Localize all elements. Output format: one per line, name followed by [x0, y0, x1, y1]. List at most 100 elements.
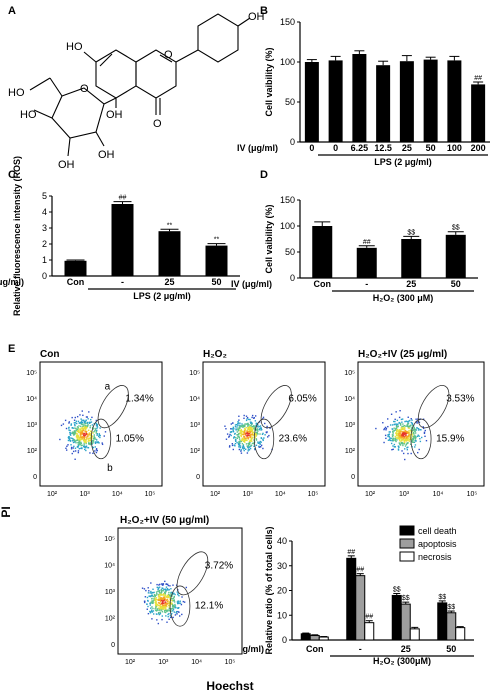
flow-dot	[160, 607, 163, 610]
flow-dot	[81, 420, 83, 423]
flow-dot	[169, 616, 172, 619]
flow-dot	[77, 451, 80, 454]
flow-dot	[411, 430, 413, 433]
flow-dot	[77, 431, 80, 434]
flow-dot	[84, 421, 86, 424]
flow-dot	[172, 607, 174, 610]
flow-dot	[98, 434, 100, 436]
flow-dot	[171, 595, 173, 597]
flow-dot	[259, 443, 261, 445]
flow-dot	[243, 432, 246, 434]
flow-dot	[80, 444, 82, 447]
flow-dot	[239, 424, 241, 427]
struct-label: HO	[66, 41, 83, 53]
flow-x-tick: 10²	[125, 659, 136, 666]
flow-dot	[226, 433, 229, 435]
flow-dot	[242, 424, 244, 427]
flow-dot	[166, 602, 169, 605]
flow-dot	[164, 611, 167, 614]
bar	[304, 62, 319, 142]
flow-dot	[408, 438, 410, 441]
flow-dot	[236, 441, 238, 444]
flow-dot	[173, 592, 175, 595]
flow-dot	[248, 428, 250, 430]
flow-dot	[264, 434, 266, 436]
flow-dot	[238, 436, 241, 439]
flow-dot	[397, 437, 400, 439]
flow-dot	[396, 430, 398, 432]
flow-dot	[162, 608, 164, 610]
flow-dot	[79, 430, 82, 432]
flow-dot	[162, 596, 165, 598]
flow-dot	[164, 601, 166, 603]
flow-dot	[238, 415, 240, 417]
flow-dot	[172, 616, 174, 619]
flow-dot	[419, 438, 421, 440]
flow-dot	[392, 430, 394, 432]
flow-dot	[238, 428, 240, 431]
flow-dot	[93, 422, 95, 425]
flow-dot	[262, 438, 264, 441]
flow-dot	[80, 447, 82, 450]
flow-dot	[402, 432, 404, 434]
flow-dot	[147, 612, 150, 615]
flow-dot	[406, 438, 408, 440]
flow-dot	[398, 434, 400, 437]
flow-dot	[232, 426, 235, 429]
bar-apoptosis	[400, 603, 411, 641]
flow-dot	[403, 426, 405, 428]
flow-dot	[155, 604, 158, 606]
flow-dot	[404, 458, 406, 461]
flow-dot	[71, 427, 73, 429]
y-tick-label: 10	[277, 610, 287, 620]
flow-dot	[70, 423, 73, 425]
flow-dot	[161, 594, 163, 596]
flow-dot	[88, 411, 90, 413]
flow-dot	[243, 417, 245, 419]
flow-dot	[149, 612, 152, 614]
flow-dot	[250, 438, 253, 440]
flow-dot	[408, 433, 410, 435]
flow-dot	[387, 434, 389, 436]
flow-dot	[254, 448, 256, 450]
flow-dot	[160, 606, 162, 608]
flow-dot	[398, 446, 400, 449]
flow-dot	[99, 427, 101, 429]
flow-dot	[164, 594, 167, 596]
flow-x-tick: 10⁴	[275, 491, 286, 498]
flow-dot	[156, 609, 158, 611]
flow-dot	[232, 422, 234, 424]
category-label: 50	[446, 644, 456, 654]
flow-dot	[228, 446, 231, 448]
flow-dot	[171, 603, 174, 606]
flow-dot	[159, 601, 162, 603]
flow-dot	[160, 592, 163, 594]
flow-dot	[76, 436, 78, 439]
flow-dot	[85, 419, 87, 421]
flow-dot	[400, 418, 403, 421]
flow-dot	[246, 452, 249, 454]
category-label: -	[365, 279, 368, 289]
flow-dot	[84, 439, 86, 441]
flow-dot	[406, 447, 408, 449]
flow-dot	[95, 448, 98, 450]
flow-dot	[384, 426, 387, 429]
flow-dot	[403, 448, 406, 450]
flow-dot	[391, 435, 394, 438]
flow-dot	[146, 608, 148, 610]
y-tick-label: 50	[285, 97, 295, 107]
flow-y-tick: 10³	[190, 422, 201, 429]
flow-dot	[77, 441, 80, 444]
flow-dot	[255, 429, 258, 431]
flow-dot	[154, 595, 156, 598]
flow-dot	[249, 428, 252, 430]
flow-dot	[239, 443, 241, 445]
chart-panel-d: 0 50 100 150 Cell vaibility (%) ## $$ $$ IV (μg/…	[231, 195, 478, 303]
flow-dot	[89, 421, 91, 424]
flow-dot	[404, 420, 406, 423]
flow-dot	[174, 607, 176, 609]
flow-dot	[169, 614, 172, 617]
flow-y-tick: 10⁴	[104, 563, 115, 570]
bar-cell-death	[391, 594, 402, 641]
flow-dot	[168, 618, 170, 621]
